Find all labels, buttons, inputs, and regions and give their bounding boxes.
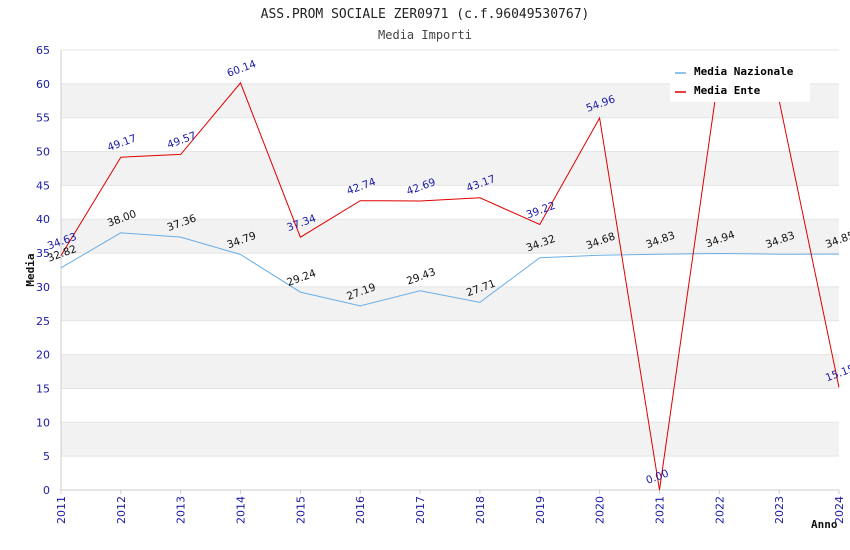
x-tick-label: 2021 <box>653 496 666 524</box>
y-tick-label: 65 <box>36 44 50 57</box>
x-tick-label: 2024 <box>833 496 846 524</box>
data-label-media-ente: 49.17 <box>106 132 138 154</box>
grid-band <box>61 151 839 186</box>
grid-band <box>61 219 839 254</box>
series-lines <box>60 69 840 491</box>
x-tick-label: 2022 <box>713 496 726 524</box>
y-tick-label: 5 <box>43 450 50 463</box>
y-tick-label: 40 <box>36 213 50 226</box>
legend-label-media-ente: Media Ente <box>694 84 761 97</box>
x-axis-ticks: 2011 2012 2013 2014 2015 2016 2017 2018 2019 2020… <box>55 490 846 524</box>
x-tick-label: 2017 <box>414 496 427 524</box>
y-tick-label: 35 <box>36 247 50 260</box>
y-tick-label: 25 <box>36 315 50 328</box>
y-tick-label: 0 <box>43 484 50 497</box>
legend-box <box>670 60 810 102</box>
y-tick-label: 30 <box>36 281 50 294</box>
y-tick-label: 10 <box>36 416 50 429</box>
x-tick-label: 2015 <box>294 496 307 524</box>
data-label-media-ente: 49.57 <box>166 130 198 152</box>
x-tick-label: 2020 <box>594 496 607 524</box>
grid-band <box>61 422 839 457</box>
x-tick-label: 2014 <box>235 496 248 524</box>
x-tick-label: 2023 <box>773 496 786 524</box>
y-tick-label: 60 <box>36 78 50 91</box>
legend-label-media-nazionale: Media Nazionale <box>694 65 794 78</box>
legend: Media Nazionale Media Ente <box>670 60 810 102</box>
x-tick-label: 2018 <box>474 496 487 524</box>
series-line-media-nazionale <box>60 232 840 307</box>
y-axis-label: Media <box>24 253 37 286</box>
series-line-media-ente <box>60 69 840 491</box>
x-tick-label: 2019 <box>534 496 547 524</box>
y-tick-label: 55 <box>36 112 50 125</box>
x-tick-label: 2011 <box>55 496 68 524</box>
chart-subtitle: Media Importi <box>378 28 472 42</box>
x-axis-label: Anno <box>811 518 838 531</box>
data-label-media-nazionale: 29.43 <box>405 266 437 288</box>
chart-title: ASS.PROM SOCIALE ZER0971 (c.f.9604953076… <box>261 7 590 22</box>
x-tick-label: 2013 <box>175 496 188 524</box>
x-tick-label: 2016 <box>354 496 367 524</box>
plot-frame <box>60 49 839 491</box>
x-tick-label: 2012 <box>115 496 128 524</box>
grid-band <box>61 354 839 389</box>
y-tick-label: 45 <box>36 179 50 192</box>
data-label-media-nazionale: 29.24 <box>285 267 318 289</box>
data-label-media-ente: 60.14 <box>225 58 258 80</box>
y-tick-label: 20 <box>36 349 50 362</box>
y-tick-label: 50 <box>36 146 50 159</box>
y-tick-label: 15 <box>36 382 50 395</box>
data-label-media-ente: 0.00 <box>644 468 670 487</box>
grid-band <box>61 286 839 321</box>
y-axis-ticks: 0 5 10 15 20 25 30 35 40 45 50 55 60 65 <box>36 44 50 497</box>
data-label-media-ente: 39.22 <box>525 200 557 222</box>
